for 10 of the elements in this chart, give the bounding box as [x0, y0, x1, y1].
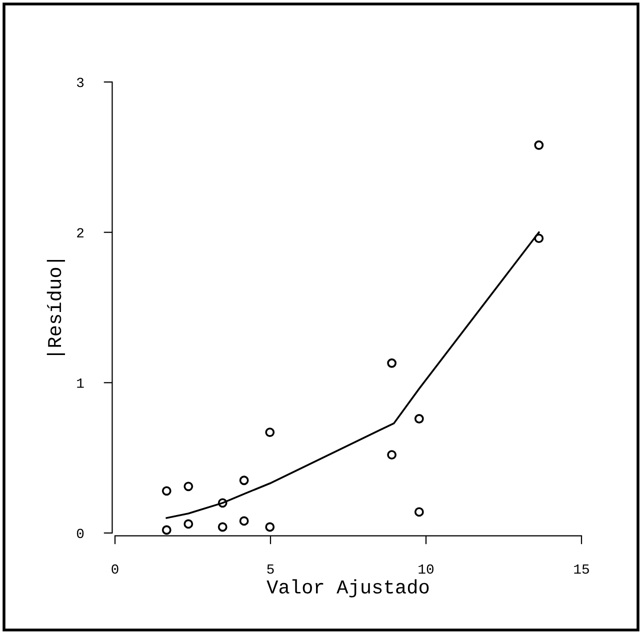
y-tick-label: 1: [77, 378, 84, 388]
x-tick-label: 0: [112, 564, 118, 574]
y-tick-label: 2: [77, 228, 84, 238]
y-axis-title: |Resíduo|: [46, 260, 65, 355]
y-tick-label: 0: [76, 528, 84, 538]
x-tick-label: 15: [574, 564, 589, 574]
x-axis-title: Valor Ajustado: [266, 579, 429, 598]
y-tick-label: 3: [76, 78, 84, 88]
x-tick-label: 10: [418, 564, 434, 574]
x-tick-label: 5: [267, 564, 274, 574]
